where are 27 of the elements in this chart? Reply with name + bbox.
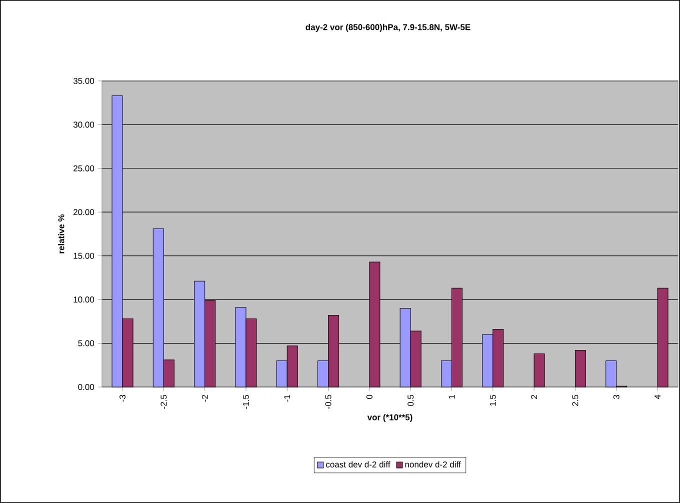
y-tick-label: 5.00 xyxy=(78,340,94,346)
x-tick-label: -2 xyxy=(202,395,208,402)
x-axis-title: vor (*10**5) xyxy=(367,414,412,422)
x-tick-label: -1.5 xyxy=(243,394,249,409)
y-axis-title: relative % xyxy=(58,214,64,254)
x-tick-label: 0 xyxy=(366,394,372,399)
legend-label: coast dev d-2 diff xyxy=(326,461,390,468)
x-tick-label: -3 xyxy=(120,394,126,402)
chart-title: day-2 vor (850-600)hPa, 7.9-15.8N, 5W-5E xyxy=(306,24,470,32)
x-tick-label: -2.5 xyxy=(160,394,167,409)
x-tick-label: -1 xyxy=(284,394,290,402)
x-tick-label: 4 xyxy=(654,394,660,400)
y-tick-label: 30.00 xyxy=(73,122,94,128)
y-tick-label: 35.00 xyxy=(73,78,94,84)
y-tick-label: 0.00 xyxy=(78,384,94,390)
y-tick-label: 25.00 xyxy=(74,165,94,172)
x-tick-label: 0.5 xyxy=(408,394,414,406)
x-tick-label: 1 xyxy=(448,394,455,399)
y-tick-label: 15.00 xyxy=(74,252,94,259)
x-tick-label: -0.5 xyxy=(325,394,332,409)
x-tick-label: 2 xyxy=(531,395,538,399)
y-tick-label: 10.00 xyxy=(74,296,94,303)
x-tick-label: 2.5 xyxy=(572,394,578,406)
x-tick-label: 1.5 xyxy=(490,394,496,406)
y-tick-label: 20.00 xyxy=(74,209,94,216)
legend-label: nondev d-2 diff xyxy=(405,461,461,468)
x-tick-label: 3 xyxy=(613,394,620,399)
